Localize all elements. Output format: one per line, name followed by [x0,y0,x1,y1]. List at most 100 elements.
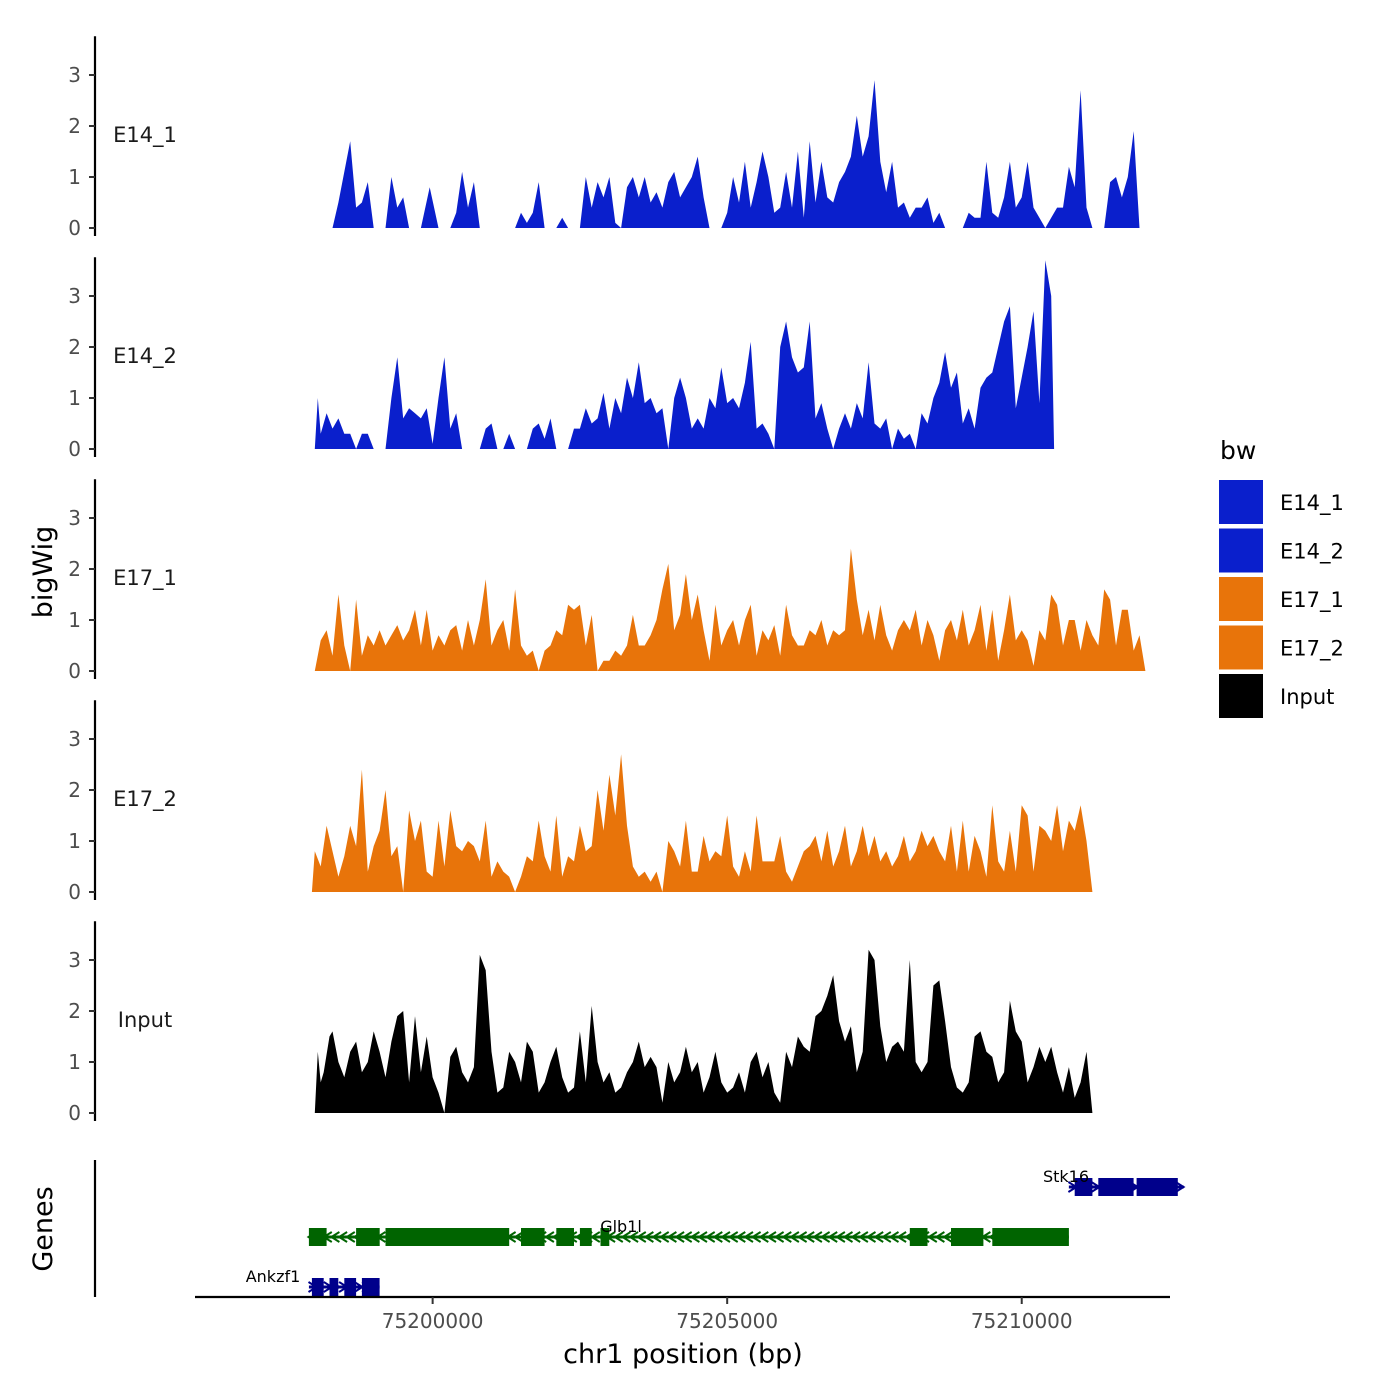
track-input: 0 1 2 3 Input [68,921,1093,1125]
exon-ankzf1-1 [311,1278,324,1296]
legend-label-input: Input [1280,685,1334,709]
strand-arrow-glb1l [804,1231,815,1243]
strand-arrow-glb1l [926,1231,938,1243]
track-label-e14-1: E14_1 [113,123,177,148]
exon-glb1l-5 [556,1228,574,1246]
coverage-area-e17-2 [311,754,1093,892]
strand-arrow-stk16 [1175,1181,1186,1193]
y-tick-label-input-1: 1 [68,1050,81,1074]
exon-glb1l-7 [600,1228,610,1246]
gene-glb1l: Glb1l [306,1217,1069,1246]
strand-arrow-glb1l [628,1231,639,1243]
strand-arrow-glb1l [344,1231,356,1243]
exon-glb1l-8 [909,1228,928,1246]
track-label-e17-2: E17_2 [113,787,177,812]
strand-arrow-glb1l [758,1231,769,1243]
coverage-area-e14-2 [314,260,1055,449]
exon-ankzf1-2 [329,1278,339,1296]
y-tick-label-e17-1-3: 3 [68,506,81,530]
legend: E14_1 E14_2 E17_1 E17_2 Input [1219,480,1344,718]
track-label-e14-2: E14_2 [113,344,177,369]
strand-arrow-glb1l [796,1231,808,1243]
legend-swatch-input [1219,674,1263,718]
strand-arrow-glb1l [850,1231,861,1243]
exon-ankzf1-3 [344,1278,357,1296]
gene-ankzf1: Ankzf1 [246,1267,380,1296]
track-label-input: Input [118,1008,172,1032]
y-tick-label-e14-2-1: 1 [68,386,81,410]
coverage-area-e14-1 [332,80,1140,228]
y-tick-label-input-3: 3 [68,948,81,972]
strand-arrow-glb1l [942,1231,953,1243]
y-tick-label-e14-2-2: 2 [68,335,81,359]
coverage-tracks: 0 1 2 3 E14_1 0 1 2 3 E14_2 0 1 2 3 E17_1 0 1 2 3 E17_2 0 1 2 3… [68,36,1146,1125]
track-e14-1: 0 1 2 3 E14_1 [68,36,1140,240]
x-axis: 75200000 75205000 75210000 [195,1295,1170,1333]
y-tick-label-e17-2-3: 3 [68,727,81,751]
strand-arrow-glb1l [773,1231,785,1243]
strand-arrow-glb1l [674,1231,685,1243]
exon-glb1l-3 [385,1228,510,1246]
coverage-area-e17-1 [314,548,1146,671]
genes-axis-title: Genes [28,1186,59,1271]
exon-stk16-1 [1074,1178,1093,1196]
exon-glb1l-2 [356,1228,380,1246]
legend-title: bw [1220,436,1256,465]
y-tick-label-e17-2-2: 2 [68,778,81,802]
y-axis-title: bigWig [28,526,59,619]
strand-arrow-glb1l [789,1231,800,1243]
strand-arrow-glb1l [612,1231,624,1243]
y-tick-label-e14-2-0: 0 [68,437,81,461]
strand-arrow-glb1l [658,1231,670,1243]
strand-arrow-glb1l [651,1231,662,1243]
strand-arrow-glb1l [697,1231,708,1243]
strand-arrow-glb1l [766,1231,777,1243]
exon-ankzf1-4 [361,1278,380,1296]
y-tick-label-e17-1-0: 0 [68,659,81,683]
strand-arrow-glb1l [842,1231,854,1243]
exon-stk16-2 [1098,1178,1134,1196]
strand-arrow-glb1l [329,1231,340,1243]
track-e14-2: 0 1 2 3 E14_2 [68,257,1055,461]
exon-glb1l-1 [308,1228,327,1246]
legend-swatch-e17-1 [1219,577,1263,621]
exon-glb1l-4 [521,1228,545,1246]
strand-arrow-glb1l [934,1231,945,1243]
strand-arrow-glb1l [337,1231,348,1243]
legend-swatch-e14-1 [1219,480,1263,524]
legend-label-e17-1: E17_1 [1280,588,1344,613]
strand-arrow-glb1l [589,1231,601,1243]
exon-stk16-3 [1136,1178,1178,1196]
legend-label-e17-2: E17_2 [1280,637,1344,662]
strand-arrow-glb1l [681,1231,693,1243]
exon-glb1l-9 [951,1228,984,1246]
strand-arrow-glb1l [880,1231,892,1243]
exon-glb1l-10 [992,1228,1069,1246]
strand-arrow-glb1l [827,1231,838,1243]
y-tick-label-e14-2-3: 3 [68,284,81,308]
strand-arrow-glb1l [896,1231,907,1243]
strand-arrow-glb1l [620,1231,631,1243]
strand-arrow-glb1l [544,1231,555,1243]
legend-label-e14-2: E14_2 [1280,540,1344,565]
y-tick-label-e17-2-0: 0 [68,880,81,904]
strand-arrow-glb1l [735,1231,746,1243]
track-e17-2: 0 1 2 3 E17_2 [68,700,1093,904]
y-tick-label-e14-1-0: 0 [68,216,81,240]
strand-arrow-glb1l [819,1231,831,1243]
strand-arrow-glb1l [812,1231,823,1243]
strand-arrow-glb1l [635,1231,647,1243]
gene-stk16: Stk16 [1043,1167,1186,1196]
gene-label-glb1l: Glb1l [600,1217,642,1236]
y-tick-label-e17-1-2: 2 [68,557,81,581]
legend-swatch-e14-2 [1219,528,1263,573]
gene-label-stk16: Stk16 [1043,1167,1089,1186]
x-tick-label-75205000: 75205000 [676,1309,778,1333]
track-label-e17-1: E17_1 [113,566,177,591]
strand-arrow-glb1l [712,1231,723,1243]
strand-arrow-glb1l [781,1231,792,1243]
strand-arrow-glb1l [888,1231,900,1243]
coverage-area-input [314,949,1093,1113]
x-tick-label-75210000: 75210000 [971,1309,1073,1333]
